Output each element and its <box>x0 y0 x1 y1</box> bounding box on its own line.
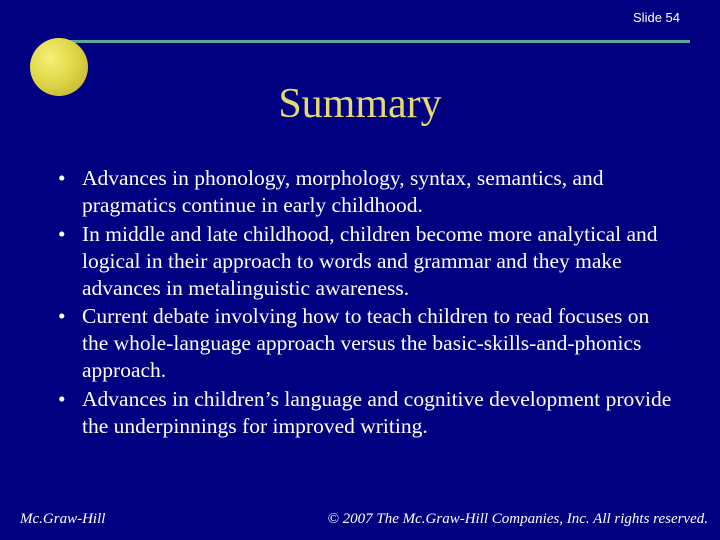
bullet-marker-icon: • <box>54 386 82 440</box>
bullet-marker-icon: • <box>54 303 82 384</box>
bullet-marker-icon: • <box>54 221 82 302</box>
bullet-text: Current debate involving how to teach ch… <box>82 303 680 384</box>
footer-publisher: Mc.Graw-Hill <box>20 511 105 528</box>
slide-body: • Advances in phonology, morphology, syn… <box>54 165 680 442</box>
slide-title: Summary <box>0 80 720 128</box>
slide-number: Slide 54 <box>633 10 680 25</box>
header-divider <box>58 40 690 43</box>
footer-copyright: © 2007 The Mc.Graw-Hill Companies, Inc. … <box>327 511 708 528</box>
list-item: • Advances in children’s language and co… <box>54 386 680 440</box>
list-item: • Advances in phonology, morphology, syn… <box>54 165 680 219</box>
bullet-marker-icon: • <box>54 165 82 219</box>
bullet-text: Advances in phonology, morphology, synta… <box>82 165 680 219</box>
bullet-text: Advances in children’s language and cogn… <box>82 386 680 440</box>
list-item: • In middle and late childhood, children… <box>54 221 680 302</box>
bullet-text: In middle and late childhood, children b… <box>82 221 680 302</box>
list-item: • Current debate involving how to teach … <box>54 303 680 384</box>
